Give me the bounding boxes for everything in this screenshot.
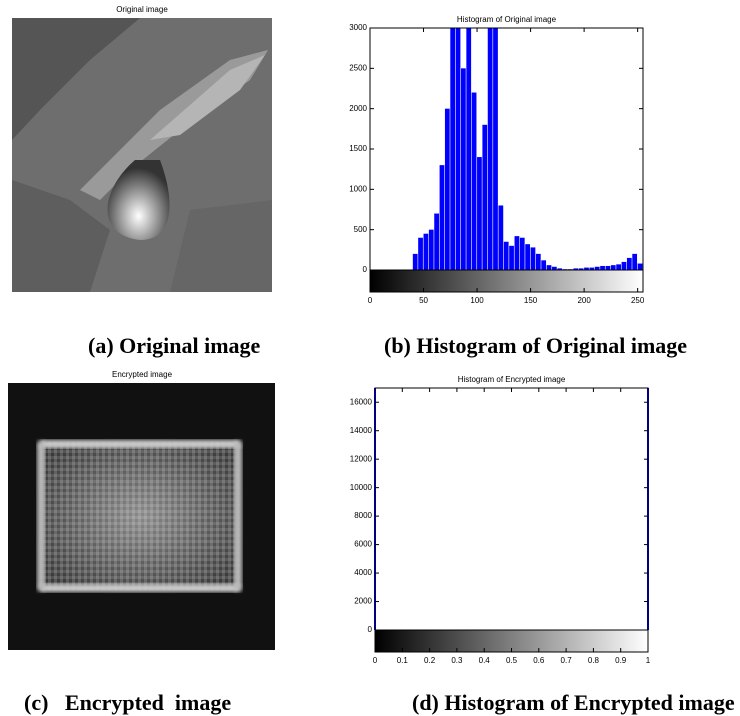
y-tick-label: 6000: [354, 540, 372, 549]
histogram-bar: [541, 260, 546, 270]
y-tick-label: 3000: [349, 23, 367, 32]
histogram-bar: [429, 230, 434, 270]
y-tick-label: 16000: [350, 397, 373, 406]
histogram-bar: [525, 244, 530, 270]
histogram-bar: [424, 234, 429, 270]
x-tick-label: 250: [631, 296, 645, 305]
histogram-bar: [434, 214, 439, 270]
x-tick-label: 0.6: [533, 656, 545, 665]
histogram-bar: [616, 264, 621, 270]
histogram-bar: [493, 28, 498, 270]
histogram-bar: [638, 264, 643, 270]
histogram-bar: [450, 28, 455, 270]
x-tick-label: 50: [419, 296, 428, 305]
y-tick-label: 0: [363, 265, 368, 274]
histogram-bar: [536, 254, 541, 270]
histogram-bar: [622, 262, 627, 270]
caption: (a) Original image: [88, 333, 261, 358]
x-tick-label: 0.1: [397, 656, 409, 665]
histogram-bar: [611, 265, 616, 270]
histogram-bar: [547, 265, 552, 270]
histogram-bar: [632, 254, 637, 270]
y-tick-label: 14000: [350, 426, 373, 435]
y-tick-label: 2500: [349, 63, 367, 72]
y-tick-label: 10000: [350, 483, 373, 492]
y-tick-label: 500: [354, 225, 368, 234]
histogram-bar: [418, 238, 423, 270]
histogram-bar: [606, 266, 611, 270]
plot-area: [375, 388, 648, 652]
original-image: [12, 18, 272, 292]
y-tick-label: 2000: [349, 104, 367, 113]
caption: (d) Histogram of Encrypted image: [412, 690, 735, 715]
y-tick-label: 1500: [349, 144, 367, 153]
x-tick-label: 200: [577, 296, 591, 305]
histogram-bar: [413, 254, 418, 270]
y-tick-label: 0: [368, 625, 373, 634]
y-tick-label: 1000: [349, 184, 367, 193]
histogram-bar: [509, 246, 514, 270]
figure: Original image (a) Original image Encryp…: [0, 0, 740, 716]
image-title: Encrypted image: [112, 370, 173, 379]
histogram-bar: [531, 247, 536, 270]
y-tick-label: 2000: [354, 597, 372, 606]
histogram-bar: [482, 125, 487, 270]
histogram-bar: [461, 68, 466, 270]
colorbar: [370, 270, 643, 292]
x-tick-label: 0.3: [451, 656, 463, 665]
histogram-bar: [488, 28, 493, 270]
histogram-bar: [477, 157, 482, 270]
histogram-bar: [445, 109, 450, 270]
x-tick-label: 0: [373, 656, 378, 665]
histogram-bar: [600, 266, 605, 270]
encrypted-image: [8, 383, 275, 650]
caption: (b) Histogram of Original image: [384, 333, 687, 358]
chart-title: Histogram of Encrypted image: [458, 375, 566, 384]
x-tick-label: 150: [524, 296, 538, 305]
x-tick-label: 1: [646, 656, 651, 665]
histogram-bar: [498, 205, 503, 270]
y-tick-label: 4000: [354, 568, 372, 577]
y-tick-label: 8000: [354, 511, 372, 520]
x-tick-label: 0.2: [424, 656, 436, 665]
chart-title: Histogram of Original image: [457, 15, 557, 24]
histogram-bar: [440, 165, 445, 270]
histogram-bar: [504, 242, 509, 270]
image-title: Original image: [116, 5, 168, 14]
x-tick-label: 0.7: [561, 656, 573, 665]
histogram-bar: [627, 258, 632, 270]
histogram-bar: [456, 28, 461, 270]
x-tick-label: 0.9: [615, 656, 627, 665]
x-tick-label: 0.4: [479, 656, 491, 665]
histogram-bar: [520, 238, 525, 270]
x-tick-label: 0.8: [588, 656, 600, 665]
x-tick-label: 0: [368, 296, 373, 305]
histogram-bar: [472, 93, 477, 270]
caption: (c) Encrypted image: [24, 690, 231, 715]
histogram-bar: [466, 28, 471, 270]
x-tick-label: 0.5: [506, 656, 518, 665]
x-tick-label: 100: [470, 296, 484, 305]
y-tick-label: 12000: [350, 454, 373, 463]
histogram-bar: [515, 236, 520, 270]
